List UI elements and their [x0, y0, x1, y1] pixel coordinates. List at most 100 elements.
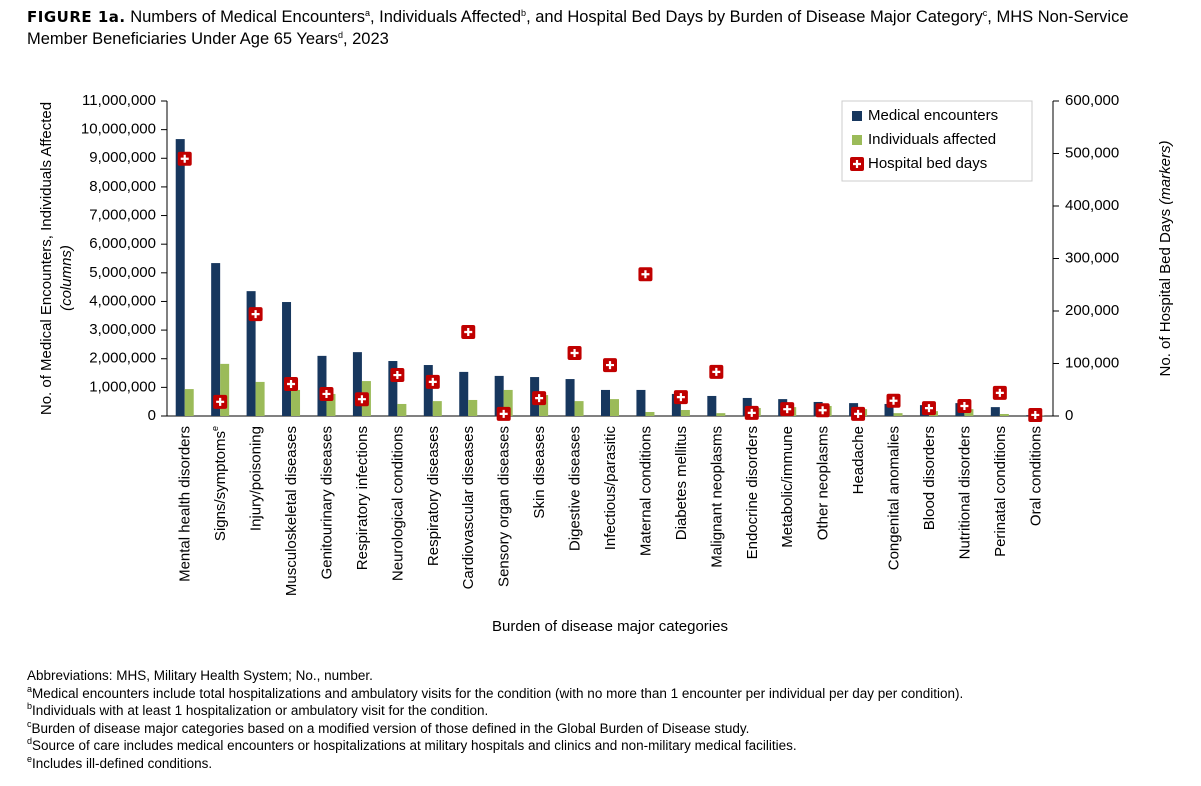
- bar: [539, 395, 549, 416]
- marker-cross: [712, 367, 721, 376]
- bar: [255, 381, 265, 416]
- bar: [680, 409, 690, 416]
- x-tick-label: Congenital anomalies: [885, 426, 902, 570]
- category-name: Respiratory infections: [354, 426, 371, 570]
- footnote: cBurden of disease major categories base…: [27, 719, 963, 738]
- y2-tick-label: 600,000: [1065, 92, 1119, 109]
- figure-label: FIGURE 1a.: [27, 8, 126, 26]
- bed-days-marker: [213, 394, 228, 409]
- x-tick-label: Perinatal conditions: [992, 426, 1009, 557]
- y-tick-label: 11,000,000: [82, 92, 156, 109]
- marker-cross: [428, 377, 437, 386]
- category-name: Digestive diseases: [567, 426, 584, 551]
- bar: [326, 393, 336, 416]
- bar: [432, 401, 442, 416]
- y-tick-label: 1,000,000: [89, 378, 156, 395]
- x-tick-label: Oral conditions: [1027, 426, 1044, 526]
- footnote-mark: d: [27, 736, 33, 746]
- x-tick-label: Musculoskeletal diseases: [283, 426, 300, 596]
- footnote-text: Burden of disease major categories based…: [31, 720, 750, 736]
- bed-days-marker: [673, 390, 688, 405]
- bar: [184, 389, 194, 416]
- category-name: Sensory organ diseases: [496, 426, 513, 587]
- category-name: Oral conditions: [1027, 426, 1044, 526]
- marker-cross: [216, 397, 225, 406]
- bar: [645, 411, 655, 416]
- y-tick-label: 10,000,000: [81, 121, 156, 138]
- bar: [397, 403, 407, 416]
- category-name: Perinatal conditions: [992, 426, 1009, 557]
- bar: [459, 371, 469, 416]
- footnotes: Abbreviations: MHS, Military Health Syst…: [27, 667, 963, 772]
- marker-cross: [995, 388, 1004, 397]
- bar: [291, 389, 301, 416]
- footnote: bIndividuals with at least 1 hospitaliza…: [27, 702, 963, 720]
- y2-axis-title-line: No. of Hospital Bed Days: [1157, 209, 1174, 377]
- marker-cross: [393, 371, 402, 380]
- bed-days-marker: [496, 406, 511, 421]
- x-tick-label: Sensory organ diseases: [496, 426, 513, 587]
- bed-days-marker: [567, 346, 582, 360]
- category-name: Respiratory diseases: [425, 426, 442, 566]
- title-text: , and Hospital Bed Days by Burden of Dis…: [526, 8, 983, 26]
- bar: [990, 407, 1000, 416]
- footnote-mark: b: [27, 701, 33, 711]
- bed-days-marker: [886, 393, 901, 408]
- y2-tick-label: 300,000: [1065, 249, 1119, 266]
- bar: [565, 379, 575, 416]
- x-tick-label: Digestive diseases: [567, 426, 584, 551]
- y-axis-title-line: No. of Medical Encounters, Individuals A…: [38, 102, 55, 415]
- bed-days-marker: [461, 325, 476, 339]
- bar: [468, 399, 478, 416]
- category-name: Skin diseases: [531, 426, 548, 519]
- marker-cross: [783, 405, 792, 414]
- bar: [388, 361, 398, 416]
- title: FIGURE 1a. Numbers of Medical Encounters…: [27, 6, 1177, 50]
- x-tick-label: Maternal conditions: [637, 426, 654, 556]
- bar: [601, 389, 610, 416]
- bed-days-marker: [532, 391, 547, 406]
- x-tick-label: Signs/symptomse: [211, 426, 230, 541]
- marker-cross: [818, 406, 827, 415]
- bed-days-marker: [284, 376, 299, 391]
- marker-cross: [499, 409, 508, 418]
- bar: [671, 393, 681, 416]
- x-tick-label: Other neoplasms: [815, 426, 832, 540]
- marker-cross: [322, 389, 331, 398]
- bed-days-marker: [851, 406, 866, 421]
- x-axis-title: Burden of disease major categories: [492, 618, 728, 635]
- legend-label: Individuals affected: [868, 131, 996, 148]
- legend-swatch: [852, 111, 862, 121]
- x-tick-label: Respiratory diseases: [425, 426, 442, 566]
- footnote-text: Medical encounters include total hospita…: [32, 685, 964, 701]
- bar: [716, 413, 726, 416]
- legend-box: [841, 100, 1033, 182]
- marker-cross: [924, 404, 933, 413]
- bed-days-marker: [709, 364, 724, 379]
- marker-cross: [535, 394, 544, 403]
- y-axis-title: No. of Medical Encounters, Individuals A…: [38, 102, 55, 415]
- category-name: Malignant neoplasms: [708, 426, 725, 568]
- footnote: aMedical encounters include total hospit…: [27, 684, 964, 703]
- bed-days-marker: [603, 358, 617, 373]
- bar: [884, 403, 894, 416]
- marker-cross: [889, 396, 898, 405]
- x-tick-label: Mental health disorders: [177, 426, 194, 582]
- category-name: Mental health disorders: [177, 426, 194, 582]
- bed-days-marker: [390, 368, 405, 383]
- footnote: dSource of care includes medical encount…: [27, 737, 963, 755]
- x-tick-label: Neurological conditions: [389, 426, 406, 581]
- marker-cross: [251, 310, 260, 319]
- x-tick-label: Metabolic/immune: [779, 426, 796, 548]
- marker-cross: [676, 393, 685, 402]
- y-axis-title-note: (columns): [58, 245, 75, 311]
- bed-days-marker: [744, 405, 759, 420]
- chart: 0 1,000,000 2,000,000 3,000,000 4,000,000 5,0…: [38, 92, 1174, 635]
- bed-days-marker: [354, 392, 369, 407]
- bed-days-marker: [425, 374, 440, 389]
- category-name: Blood disorders: [921, 426, 938, 530]
- x-tick-label: Malignant neoplasms: [708, 426, 725, 568]
- bar: [574, 401, 584, 416]
- bed-days-marker: [319, 386, 334, 401]
